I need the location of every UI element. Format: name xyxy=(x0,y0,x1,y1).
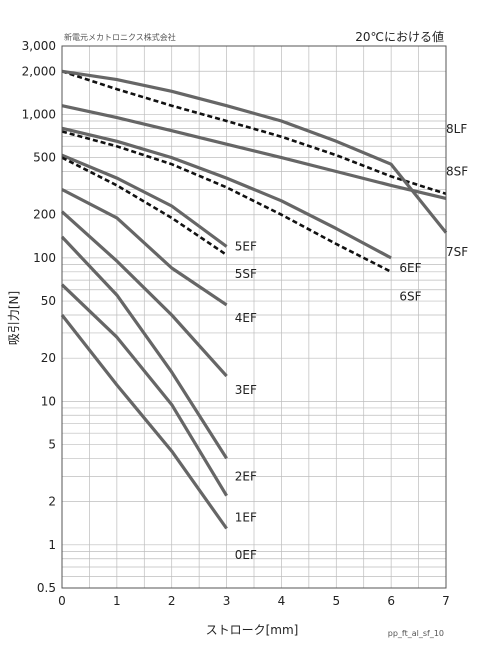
series-labels: 8LF 8SF 7SF 6EF 6SF 5EF 5SF 4EF 3EF 2EF 1EF 0EF xyxy=(235,122,468,562)
footer-code: pp_ft_al_sf_10 xyxy=(388,629,444,638)
plot-frame xyxy=(61,45,447,589)
company-name: 新電元メカトロニクス株式会社 xyxy=(64,32,176,42)
series-label-2ef: 2EF xyxy=(235,469,257,483)
series-label-8sf: 8SF xyxy=(446,165,468,179)
y-tick-label: 3,000 xyxy=(22,39,56,53)
y-tick-label: 50 xyxy=(41,294,56,308)
x-tick-label: 7 xyxy=(442,594,450,608)
y-tick-label: 200 xyxy=(33,208,56,222)
y-tick-label: 1,000 xyxy=(22,107,56,121)
series-label-0ef: 0EF xyxy=(235,548,257,562)
y-tick-label: 20 xyxy=(41,351,56,365)
y-tick-label: 2,000 xyxy=(22,64,56,78)
y-tick-label: 1 xyxy=(48,538,56,552)
series-line-8lf xyxy=(61,104,447,200)
y-tick-label: 100 xyxy=(33,251,56,265)
series-label-6sf: 6SF xyxy=(399,289,421,303)
temperature-note: 20℃における値 xyxy=(355,29,444,44)
series-line-0ef xyxy=(60,314,228,530)
series-label-1ef: 1EF xyxy=(235,511,257,525)
x-tick-label: 1 xyxy=(113,594,121,608)
series-line-6ef xyxy=(61,126,392,260)
series-label-4ef: 4EF xyxy=(235,311,257,325)
series-line-1ef xyxy=(60,283,228,497)
x-tick-label: 0 xyxy=(58,594,66,608)
series-label-8lf: 8LF xyxy=(446,122,467,136)
y-tick-label: 10 xyxy=(41,394,56,408)
y-tick-label: 2 xyxy=(48,495,56,509)
y-axis-label: 吸引力[N] xyxy=(7,291,21,345)
y-tick-label: 500 xyxy=(33,151,56,165)
series-line-3ef xyxy=(60,210,228,378)
series-label-6ef: 6EF xyxy=(399,261,421,275)
y-tick-label: 5 xyxy=(48,438,56,452)
series-line-4ef xyxy=(61,188,228,307)
series-line-7sf xyxy=(61,69,448,234)
x-tick-labels: 0 1 2 3 4 5 6 7 xyxy=(58,594,450,608)
x-tick-label: 3 xyxy=(223,594,231,608)
x-tick-label: 6 xyxy=(387,594,395,608)
x-tick-label: 5 xyxy=(332,594,340,608)
series-label-5ef: 5EF xyxy=(235,240,257,254)
series-line-6sf xyxy=(61,130,392,273)
series-label-3ef: 3EF xyxy=(235,383,257,397)
series-line-2ef xyxy=(60,235,228,460)
y-tick-labels: 3,000 2,000 1,000 500 200 100 50 20 10 5 2 1 0.5 xyxy=(22,39,56,595)
y-tick-label: 0.5 xyxy=(37,581,56,595)
series-label-7sf: 7SF xyxy=(446,245,468,259)
series-lines xyxy=(60,69,448,530)
series-line-5ef xyxy=(61,153,228,248)
series-line-8sf xyxy=(61,70,447,196)
x-axis-label: ストローク[mm] xyxy=(206,623,299,637)
series-label-5sf: 5SF xyxy=(235,267,257,281)
x-tick-label: 2 xyxy=(168,594,176,608)
x-tick-label: 4 xyxy=(278,594,286,608)
